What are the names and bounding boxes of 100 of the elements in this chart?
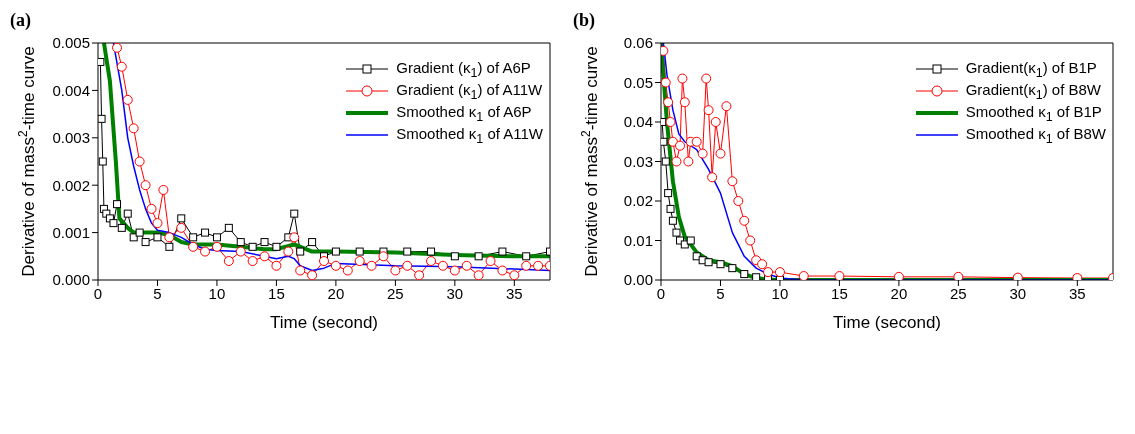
point [739,215,750,226]
x-tick-label: 15 [268,284,285,302]
y-tick-label: 0.000 [52,271,90,289]
point [295,265,306,276]
chart-title: (b) [573,10,595,31]
point [427,247,436,256]
point [680,240,689,249]
y-tick-label: 0.00 [623,271,653,289]
point [259,251,270,262]
point [140,180,151,191]
y-tick-label: 0.04 [623,113,653,131]
legend-label: Gradient(κ$_{1}$) of B1P [965,58,1097,80]
point [497,265,508,276]
point [366,260,377,271]
point [289,232,300,243]
point [354,256,365,267]
point [113,200,122,209]
point [283,246,294,257]
point [331,247,340,256]
point [473,270,484,280]
point [509,270,520,280]
point [355,247,364,256]
point [710,117,721,127]
point [704,258,713,267]
point [164,232,175,243]
point [308,238,317,247]
point [763,267,774,278]
point [260,238,269,247]
point [701,73,712,84]
legend-label: Smoothed κ$_{1}$ of A6P [396,102,532,124]
point [201,228,210,237]
x-tick-label: 35 [1068,284,1086,302]
point [667,136,678,147]
y-tick-label: 0.005 [52,34,90,52]
x-axis-title: Time (second) [832,313,942,332]
legend-label: Smoothed κ$_{1}$ of B1P [965,102,1102,124]
x-tick-label: 15 [831,284,848,302]
point [672,228,681,237]
point [661,137,668,146]
point [774,267,785,278]
point [189,233,198,242]
point [426,256,437,267]
point [485,256,496,267]
x-tick-label: 0 [93,284,103,302]
point [235,246,246,257]
x-tick-label: 30 [446,284,464,302]
point [158,184,169,195]
point [271,260,282,271]
point [664,189,673,198]
point [330,260,341,271]
point [236,238,245,247]
point [675,140,686,151]
point [128,123,139,134]
point [176,222,187,233]
point [834,271,845,280]
point [146,203,157,214]
point [666,204,675,213]
point [798,271,809,280]
x-tick-label: 20 [327,284,345,302]
point [116,61,127,72]
point [893,271,904,280]
point [697,148,708,159]
point [212,233,221,242]
point [135,228,144,237]
point [663,97,674,108]
chart-title: (a) [10,10,31,31]
point [414,270,425,280]
point [679,97,690,108]
point [98,57,105,66]
point [757,259,768,270]
point [122,94,133,105]
point [677,73,688,84]
point [474,252,483,261]
point [668,216,677,225]
point [752,273,761,280]
point [165,242,174,251]
point [740,270,749,279]
x-tick-label: 0 [656,284,666,302]
point [686,236,695,245]
point [661,157,670,166]
x-tick-label: 25 [387,284,404,302]
point [153,233,162,242]
legend-label: Smoothed κ$_{1}$ of B8W [965,124,1106,146]
point [342,265,353,276]
point [117,223,126,232]
point [671,156,682,167]
point [665,117,676,127]
point [707,172,718,183]
y-tick-label: 0.01 [623,231,653,249]
point [134,156,145,167]
x-tick-label: 10 [771,284,789,302]
point [248,242,257,251]
point [123,209,132,218]
point [437,260,448,271]
point [319,256,329,267]
point [177,214,186,223]
point [721,101,732,112]
point [290,209,299,218]
y-tick-label: 0.002 [52,176,90,194]
y-tick-label: 0.001 [52,223,90,241]
